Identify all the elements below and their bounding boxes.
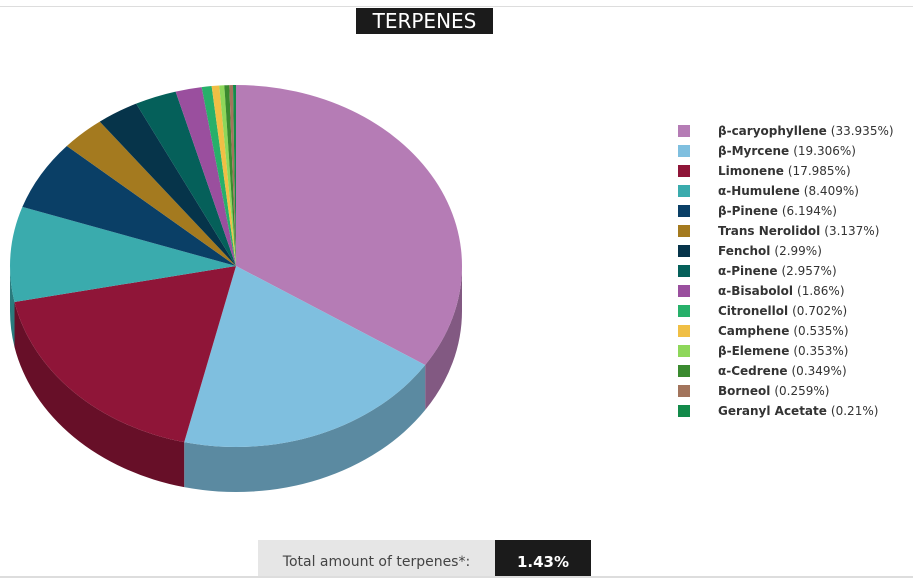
legend-name: α-Cedrene (718, 364, 788, 378)
legend-swatch (678, 345, 690, 357)
legend-entry: Citronellol (0.702%) (718, 304, 847, 318)
legend-name: Camphene (718, 324, 789, 338)
pie-slice (136, 91, 236, 266)
legend-entry: β-Myrcene (19.306%) (718, 144, 856, 158)
legend-swatch (678, 125, 690, 137)
legend-name: β-caryophyllene (718, 124, 827, 138)
legend-value: (2.957%) (782, 264, 837, 278)
legend-value: (3.137%) (824, 224, 879, 238)
legend-value: (8.409%) (804, 184, 859, 198)
legend-name: α-Pinene (718, 264, 778, 278)
pie-slice (10, 206, 237, 302)
legend-swatch (678, 365, 690, 377)
legend-name: Fenchol (718, 244, 770, 258)
legend-value: (1.86%) (797, 284, 844, 298)
legend-swatch (678, 245, 690, 257)
legend-name: Limonene (718, 164, 784, 178)
pie-slice (66, 121, 236, 267)
legend-swatch (678, 385, 690, 397)
legend-swatch (678, 265, 690, 277)
divider (0, 576, 913, 578)
legend-entry: α-Pinene (2.957%) (718, 264, 837, 278)
divider (0, 6, 913, 7)
legend-swatch (678, 325, 690, 337)
pie-side (14, 301, 185, 488)
pie-slice (184, 266, 426, 448)
legend-swatch (678, 205, 690, 217)
legend-swatch (678, 165, 690, 177)
legend-swatch (678, 285, 690, 297)
chart-title: TERPENES (356, 8, 493, 34)
legend-swatch (678, 405, 690, 417)
legend-value: (17.985%) (788, 164, 851, 178)
total-value: 1.43% (495, 540, 591, 578)
legend-name: Geranyl Acetate (718, 404, 827, 418)
pie-slice (14, 266, 236, 443)
pie-side (10, 266, 15, 347)
legend-entry: Fenchol (2.99%) (718, 244, 822, 258)
legend-swatch (678, 145, 690, 157)
pie-slice (232, 85, 236, 266)
legend-swatch (678, 305, 690, 317)
legend-value: (0.259%) (774, 384, 829, 398)
legend-value: (33.935%) (831, 124, 894, 138)
legend-entry: Borneol (0.259%) (718, 384, 829, 398)
legend-value: (0.349%) (792, 364, 847, 378)
legend-name: β-Pinene (718, 204, 778, 218)
pie-slice (224, 85, 236, 266)
legend-entry: Limonene (17.985%) (718, 164, 851, 178)
legend-swatch (678, 225, 690, 237)
legend-entry: Geranyl Acetate (0.21%) (718, 404, 878, 418)
legend-entry: β-Pinene (6.194%) (718, 204, 837, 218)
legend-entry: α-Humulene (8.409%) (718, 184, 859, 198)
legend-name: Trans Nerolidol (718, 224, 820, 238)
legend-value: (0.353%) (793, 344, 848, 358)
legend-entry: Trans Nerolidol (3.137%) (718, 224, 879, 238)
pie-slice (99, 103, 236, 266)
legend-name: Borneol (718, 384, 770, 398)
legend-value: (6.194%) (782, 204, 837, 218)
legend-entry: α-Cedrene (0.349%) (718, 364, 847, 378)
pie-slice (175, 87, 236, 266)
pie-slice (22, 145, 236, 266)
legend-entry: β-caryophyllene (33.935%) (718, 124, 894, 138)
legend-entry: Camphene (0.535%) (718, 324, 849, 338)
legend-value: (2.99%) (774, 244, 821, 258)
legend-name: β-Myrcene (718, 144, 789, 158)
legend-entry: β-Elemene (0.353%) (718, 344, 848, 358)
legend-value: (0.535%) (793, 324, 848, 338)
pie-slice (219, 85, 236, 266)
legend-name: β-Elemene (718, 344, 789, 358)
pie-side (184, 365, 426, 492)
legend-name: Citronellol (718, 304, 788, 318)
legend-name: α-Humulene (718, 184, 800, 198)
legend-entry: α-Bisabolol (1.86%) (718, 284, 845, 298)
pie-slice (211, 85, 236, 267)
pie-side (425, 266, 462, 411)
pie-slice (229, 85, 236, 266)
legend-swatch (678, 185, 690, 197)
legend-value: (0.702%) (792, 304, 847, 318)
total-label: Total amount of terpenes*: (258, 540, 495, 578)
legend-value: (19.306%) (793, 144, 856, 158)
legend-name: α-Bisabolol (718, 284, 793, 298)
pie-slice (201, 86, 236, 266)
pie-slice (236, 85, 463, 366)
legend-value: (0.21%) (831, 404, 878, 418)
